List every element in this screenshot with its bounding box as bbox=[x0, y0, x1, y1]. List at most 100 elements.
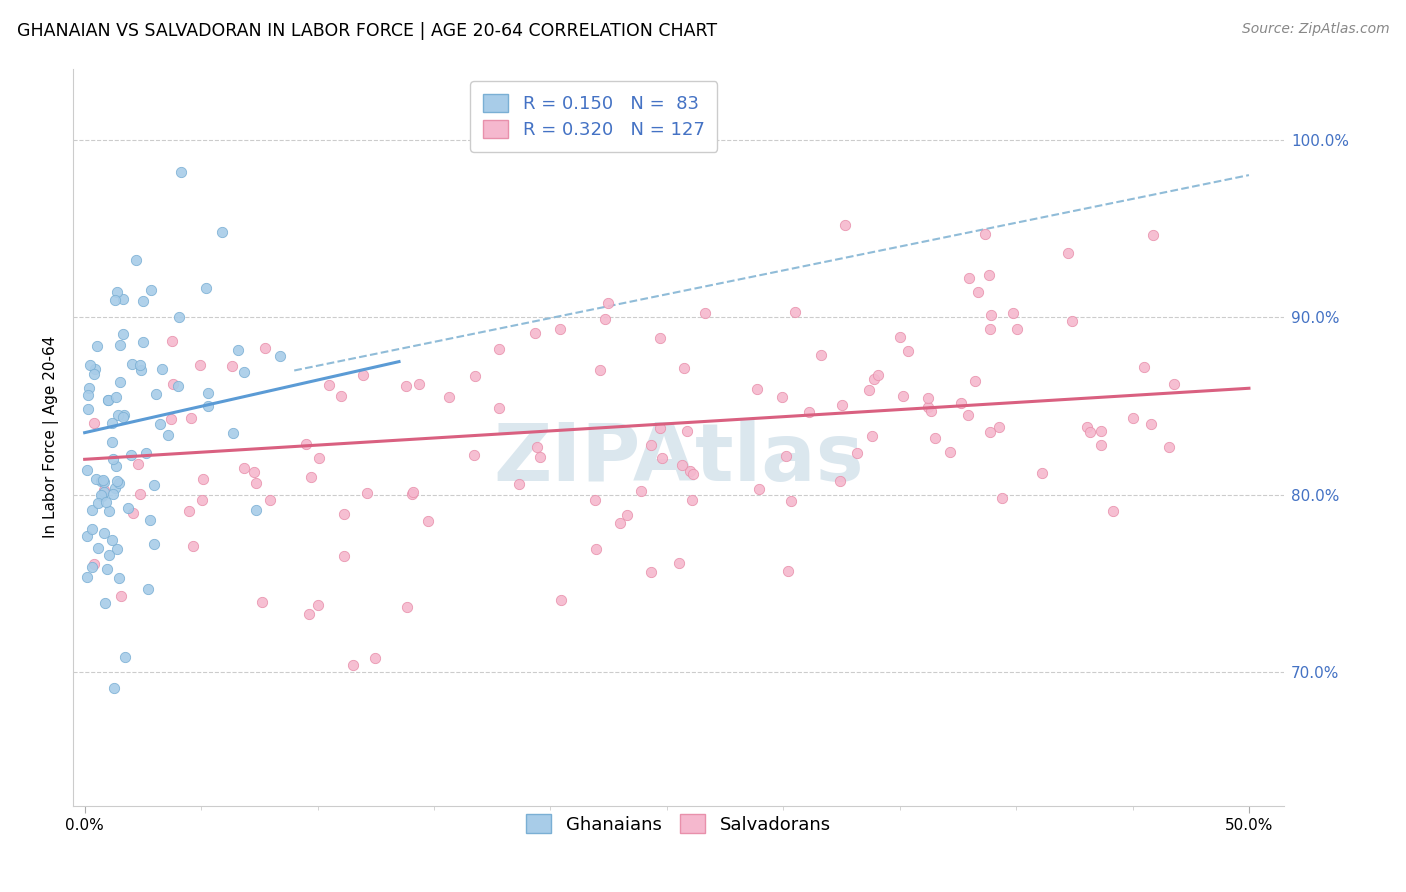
Point bbox=[101, 435, 124, 450]
Point bbox=[132, 334, 155, 349]
Point bbox=[797, 404, 820, 418]
Point bbox=[105, 541, 128, 556]
Point bbox=[135, 446, 157, 460]
Point bbox=[748, 482, 770, 496]
Point bbox=[121, 506, 143, 520]
Point bbox=[439, 391, 461, 405]
Point bbox=[83, 557, 105, 571]
Point bbox=[896, 344, 918, 359]
Legend: Ghanaians, Salvadorans: Ghanaians, Salvadorans bbox=[516, 804, 842, 845]
Point bbox=[107, 285, 129, 299]
Point bbox=[87, 496, 110, 510]
Point bbox=[889, 330, 911, 344]
Point bbox=[891, 389, 914, 403]
Point bbox=[117, 501, 139, 516]
Point bbox=[810, 348, 832, 362]
Point bbox=[93, 485, 115, 500]
Point bbox=[308, 451, 330, 466]
Point bbox=[104, 481, 127, 495]
Point bbox=[1101, 504, 1123, 518]
Point bbox=[197, 386, 219, 401]
Point bbox=[977, 268, 1000, 282]
Point bbox=[616, 508, 638, 523]
Point bbox=[298, 607, 321, 622]
Point bbox=[83, 362, 105, 376]
Point bbox=[408, 377, 430, 392]
Point bbox=[86, 339, 108, 353]
Point bbox=[920, 403, 942, 417]
Point bbox=[193, 472, 215, 486]
Point bbox=[104, 458, 127, 473]
Point bbox=[1090, 437, 1112, 451]
Point bbox=[974, 227, 997, 241]
Point bbox=[104, 293, 127, 308]
Point bbox=[82, 560, 104, 574]
Point bbox=[101, 487, 124, 501]
Point bbox=[508, 477, 530, 491]
Point bbox=[671, 458, 693, 472]
Point bbox=[401, 487, 423, 501]
Point bbox=[97, 392, 120, 407]
Point bbox=[79, 359, 101, 373]
Point bbox=[488, 342, 510, 356]
Point bbox=[93, 475, 115, 489]
Point bbox=[1076, 420, 1098, 434]
Point bbox=[1002, 306, 1025, 320]
Point bbox=[91, 473, 114, 487]
Point bbox=[86, 473, 108, 487]
Point bbox=[195, 281, 218, 295]
Point bbox=[860, 429, 883, 443]
Point bbox=[318, 377, 340, 392]
Point bbox=[160, 334, 183, 349]
Point bbox=[221, 359, 243, 373]
Point bbox=[101, 533, 124, 547]
Point bbox=[80, 503, 103, 517]
Point bbox=[395, 379, 418, 393]
Point bbox=[149, 417, 172, 431]
Point bbox=[463, 448, 485, 462]
Point bbox=[96, 495, 118, 509]
Point bbox=[987, 420, 1010, 434]
Point bbox=[775, 450, 797, 464]
Point bbox=[693, 306, 716, 320]
Point bbox=[1139, 417, 1161, 431]
Point bbox=[110, 590, 132, 604]
Point bbox=[129, 362, 152, 376]
Point bbox=[831, 398, 853, 412]
Point bbox=[828, 475, 851, 489]
Point bbox=[101, 416, 124, 430]
Point bbox=[111, 410, 134, 425]
Point bbox=[1157, 440, 1180, 454]
Point bbox=[299, 470, 322, 484]
Point bbox=[87, 541, 110, 556]
Point bbox=[259, 493, 281, 508]
Point bbox=[846, 446, 869, 460]
Point bbox=[589, 362, 612, 376]
Point bbox=[188, 359, 211, 373]
Point bbox=[650, 331, 672, 345]
Point bbox=[957, 408, 980, 422]
Point bbox=[167, 379, 190, 393]
Point bbox=[245, 476, 267, 491]
Point bbox=[396, 599, 419, 614]
Point bbox=[917, 400, 939, 414]
Point bbox=[770, 390, 793, 404]
Point bbox=[157, 428, 180, 442]
Point bbox=[352, 368, 374, 382]
Point bbox=[97, 392, 120, 407]
Point bbox=[307, 599, 329, 613]
Point bbox=[93, 483, 115, 497]
Point bbox=[747, 383, 769, 397]
Point bbox=[111, 326, 134, 341]
Point bbox=[245, 503, 267, 517]
Point bbox=[120, 448, 142, 462]
Point bbox=[250, 595, 273, 609]
Text: ZIPAtlas: ZIPAtlas bbox=[494, 420, 863, 499]
Point bbox=[924, 431, 946, 445]
Point bbox=[127, 457, 149, 471]
Point bbox=[630, 484, 652, 499]
Point bbox=[550, 592, 572, 607]
Point bbox=[107, 409, 129, 423]
Point bbox=[159, 411, 181, 425]
Point bbox=[139, 283, 162, 297]
